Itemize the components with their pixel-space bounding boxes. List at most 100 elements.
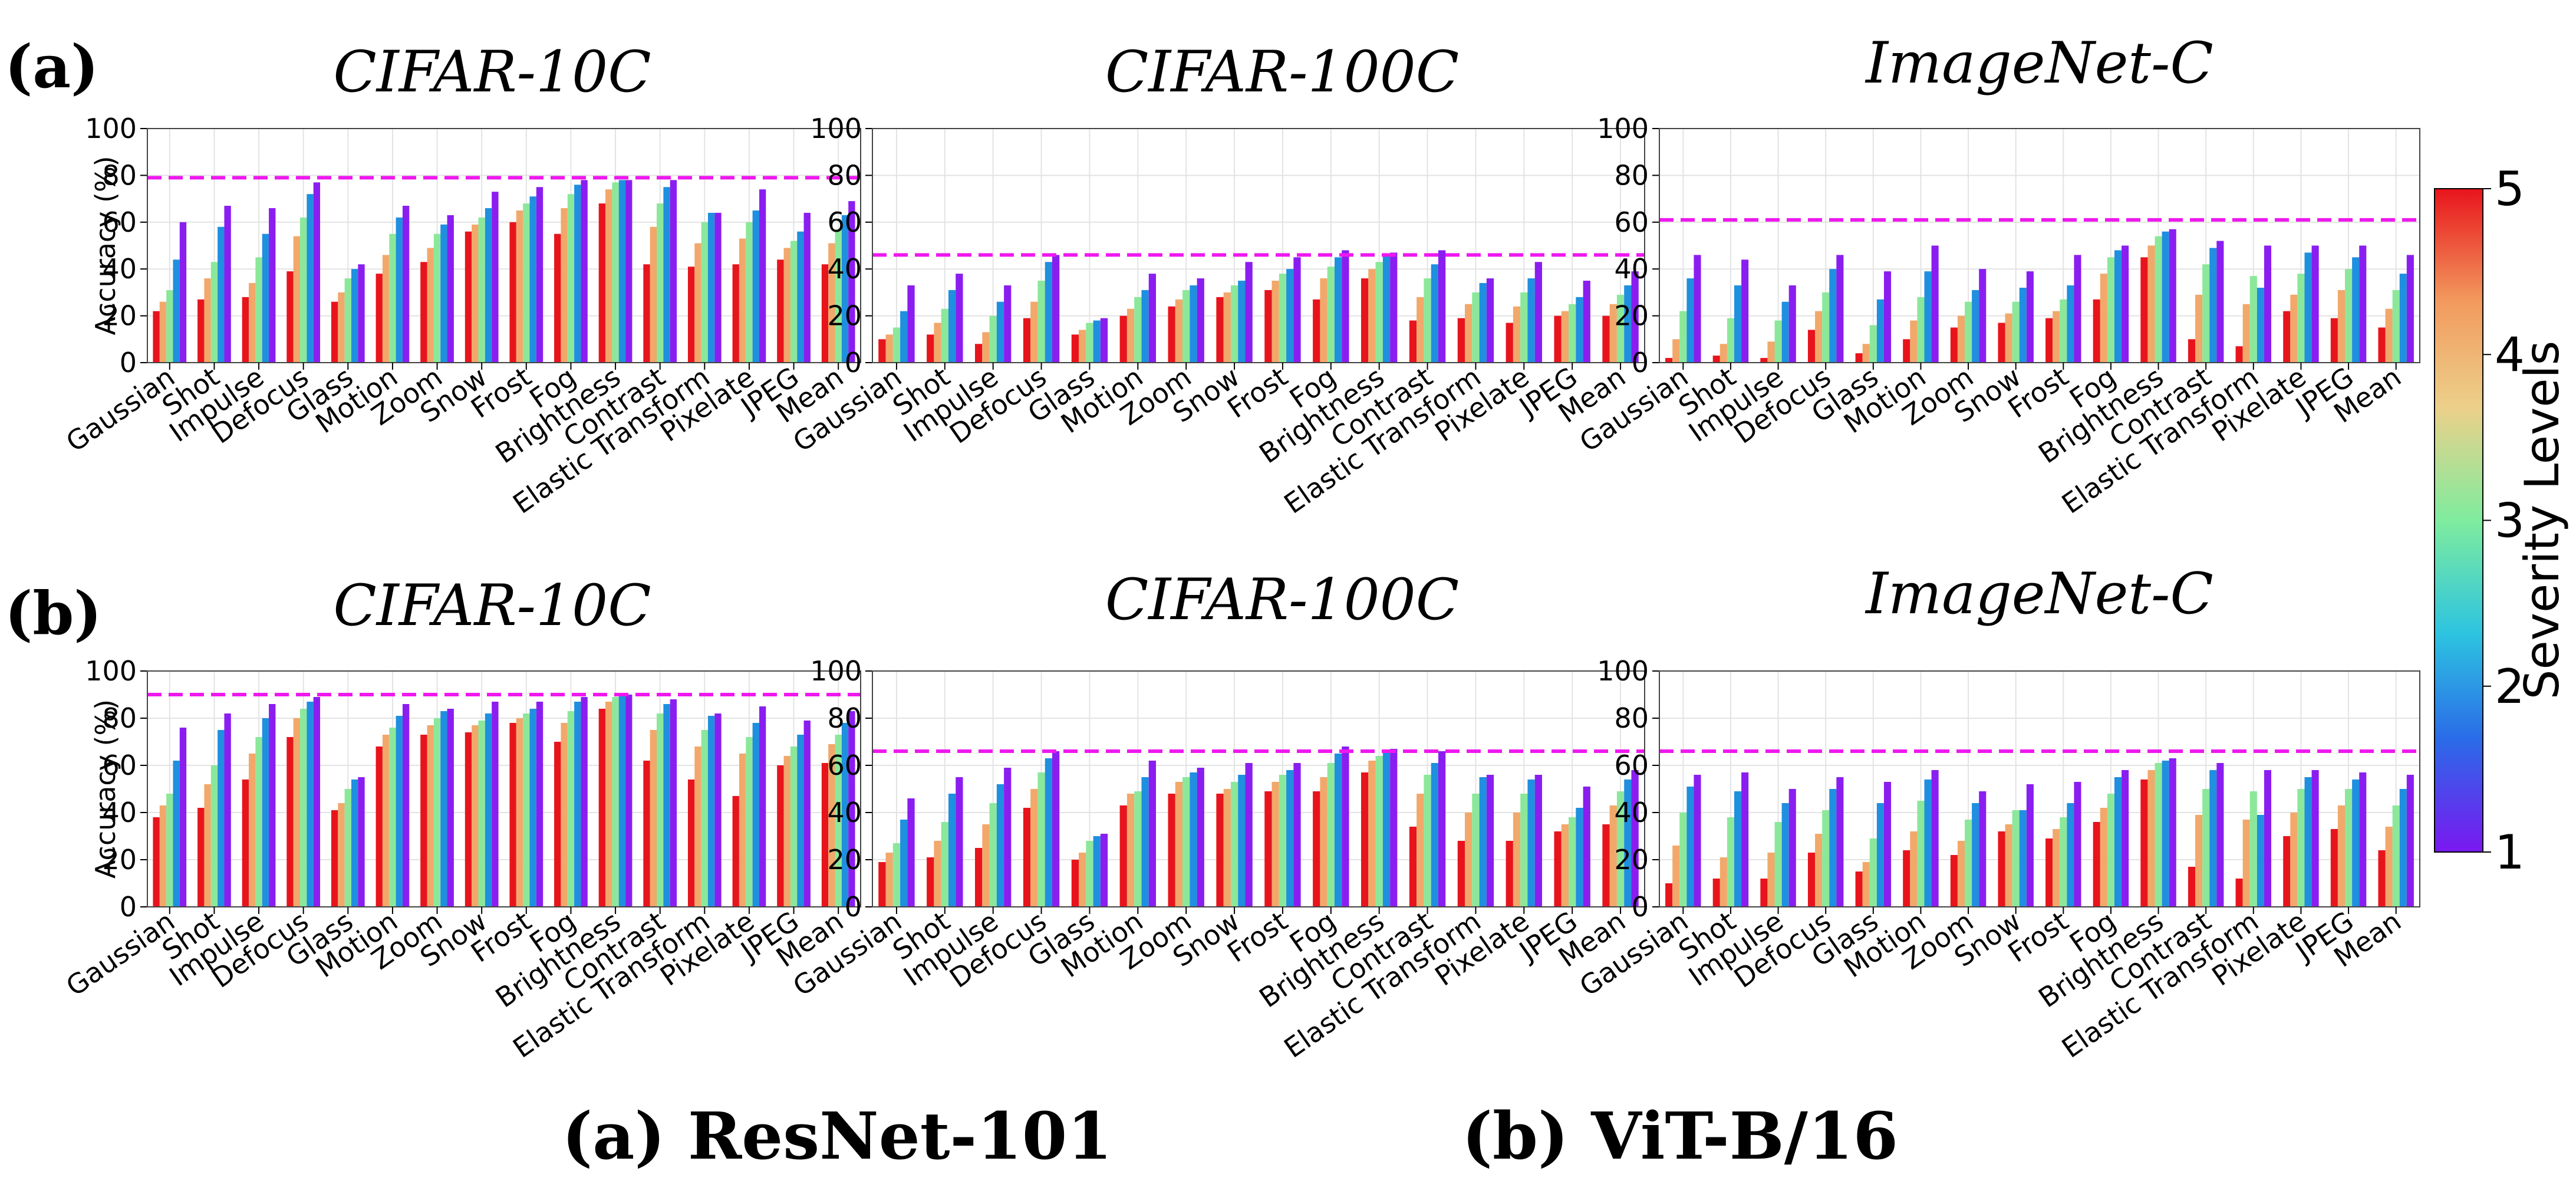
bar [1712,356,1720,363]
bar [1126,308,1135,363]
bar [1506,841,1513,907]
y-tick-label: 40 [1614,797,1649,828]
bar [1883,271,1892,363]
bar [1694,775,1701,907]
bar [2147,245,2155,363]
bar [2304,777,2312,907]
bar [382,255,390,363]
bar [1486,278,1494,363]
bar [2195,815,2203,907]
bar [2140,257,2148,363]
bar [1052,255,1060,363]
bar [1822,292,1830,363]
bar [1513,813,1521,907]
bar [1382,255,1391,363]
bar [670,699,677,907]
plot-frame [147,670,861,907]
bar [2249,791,2257,907]
bar [440,224,447,363]
bar [1368,269,1376,363]
bar [1230,782,1238,907]
bar [492,192,499,363]
bar [1465,813,1473,907]
bar [2100,274,2107,363]
bar [402,206,410,363]
bar [1972,290,1979,363]
bar [269,704,276,907]
bar [714,212,722,363]
bar [2297,274,2305,363]
y-tick-label: 20 [1614,300,1649,332]
bar [732,796,739,907]
bar [2012,301,2020,363]
bar [1182,290,1190,363]
bar [1924,271,1932,363]
bar [166,794,173,907]
bar [1862,862,1870,907]
chart-title: ImageNet-C [1865,30,2213,96]
colorbar-tick-label: 4 [2495,327,2525,382]
bar [1917,801,1925,907]
bar [2026,271,2034,363]
bar [663,704,670,907]
bar [179,222,187,363]
bar [1409,827,1417,907]
bar [1327,267,1335,363]
bar [2249,276,2257,363]
bar [1342,746,1349,907]
bar [344,278,351,363]
bar [574,185,581,363]
bar [1917,297,1925,363]
bar [974,344,983,363]
bar [707,212,715,363]
bar [1554,315,1562,363]
bar [1334,257,1342,363]
bar [1375,756,1383,907]
bar [2359,245,2367,363]
bar [1079,330,1086,363]
bar [262,233,269,363]
bar [1998,831,2005,907]
bar [2242,304,2250,363]
bar [1760,879,1768,907]
bar [848,711,855,907]
bar [1086,841,1093,907]
bar [1719,344,1727,363]
bar [2202,789,2210,907]
bar [2264,245,2272,363]
bar [159,805,167,907]
bar [841,215,849,363]
bar [907,798,915,907]
bar [1876,803,1884,907]
y-tick-label: 20 [827,300,862,332]
bar [746,222,753,363]
y-tick-label: 100 [85,113,137,144]
bar [1190,772,1197,907]
chart-panel: 020406080100GaussianShotImpulseDefocusGl… [1574,561,2420,1064]
bar [2235,346,2243,363]
bar [1869,325,1877,363]
bar [2378,850,2386,907]
colorbar-tick-label: 3 [2495,494,2525,548]
bar [478,217,485,363]
bar [427,248,434,363]
bar [1486,775,1494,907]
chart-title: CIFAR-100C [1105,567,1459,633]
bar [2162,231,2169,363]
bar [153,817,160,907]
bar [1327,763,1335,907]
bar [472,725,479,907]
bar [892,327,901,363]
bar [828,744,835,907]
bar [657,713,664,907]
bar [907,285,915,363]
bar [1931,245,1939,363]
bar [2100,808,2107,907]
bar [567,194,575,363]
bar [1836,777,1844,907]
bar [1079,853,1086,907]
bar [218,226,225,363]
bar [1342,250,1349,363]
bar [1815,311,1823,363]
bar [420,735,427,907]
